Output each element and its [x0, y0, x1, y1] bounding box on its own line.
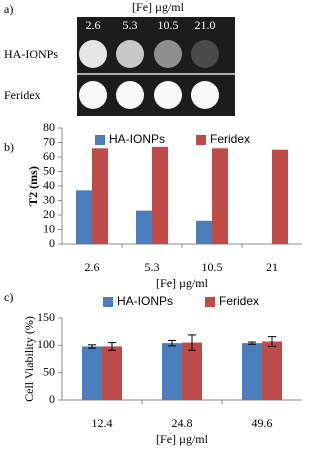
bar [212, 148, 228, 244]
column-label: 10.5 [158, 18, 179, 32]
y-tick-label: 0 [49, 392, 55, 406]
bar [76, 190, 92, 244]
error-bar [188, 334, 196, 351]
panel-label: a) [4, 2, 13, 16]
x-axis-label: [Fe] µg/ml [156, 276, 209, 290]
bar [102, 346, 122, 400]
y-tick-label: 70 [43, 134, 55, 148]
figure: a) [Fe] µg/ml 2.6 5.3 10.5 21.0 HA-IONPs… [4, 0, 302, 446]
sample-spot [116, 40, 144, 68]
sample-spot [79, 40, 107, 68]
legend-swatch [95, 135, 105, 145]
y-tick-label: 100 [37, 337, 55, 351]
sample-spot [154, 81, 182, 109]
error-bar [248, 341, 256, 345]
column-label: 2.6 [86, 18, 101, 32]
x-tick-label: 5.3 [145, 260, 160, 274]
column-label: 5.3 [123, 18, 138, 32]
column-label: 21.0 [195, 18, 216, 32]
legend-swatch [103, 297, 113, 307]
row-label: Feridex [4, 88, 41, 102]
y-tick-label: 150 [37, 310, 55, 324]
y-tick-label: 30 [43, 192, 55, 206]
bar [82, 346, 102, 400]
y-axis-label: T2 (ms) [26, 166, 40, 206]
bar [152, 146, 168, 244]
panel-label: b) [4, 140, 14, 154]
y-tick-label: 20 [43, 207, 55, 221]
error-bar [108, 342, 116, 351]
legend-label: HA-IONPs [109, 132, 165, 146]
sample-spot [191, 40, 219, 68]
sample-spot [79, 81, 107, 109]
image-title: [Fe] µg/ml [132, 0, 185, 14]
x-tick-label: 10.5 [202, 260, 223, 274]
y-tick-label: 50 [43, 364, 55, 378]
sample-spot [116, 81, 144, 109]
legend-swatch [205, 297, 215, 307]
legend-label: Feridex [210, 132, 250, 146]
bar [272, 149, 288, 244]
error-bar [268, 336, 276, 347]
x-axis-label: [Fe] µg/ml [156, 432, 209, 446]
x-tick-label: 24.8 [172, 416, 193, 430]
y-tick-label: 10 [43, 221, 55, 235]
bar [196, 220, 212, 244]
bar [92, 148, 108, 244]
y-tick-label: 80 [43, 120, 55, 134]
sample-spot [191, 81, 219, 109]
bar [242, 343, 262, 400]
error-bar [168, 339, 176, 347]
bar [162, 343, 182, 400]
y-axis-label: Cell Viability (%) [22, 316, 36, 402]
legend-label: HA-IONPs [117, 294, 173, 308]
y-tick-label: 40 [43, 178, 55, 192]
row-label: HA-IONPs [4, 47, 58, 61]
error-bar [88, 344, 96, 349]
y-tick-label: 0 [49, 236, 55, 250]
x-tick-label: 49.6 [252, 416, 273, 430]
x-tick-label: 21 [266, 260, 278, 274]
bar [262, 341, 282, 400]
x-tick-label: 2.6 [85, 260, 100, 274]
y-tick-label: 50 [43, 163, 55, 177]
sample-spot [154, 40, 182, 68]
panel-label: c) [4, 290, 13, 304]
x-tick-label: 12.4 [92, 416, 113, 430]
legend-swatch [196, 135, 206, 145]
bar [182, 342, 202, 400]
bar [136, 210, 152, 244]
y-tick-label: 60 [43, 149, 55, 163]
legend-label: Feridex [219, 294, 259, 308]
